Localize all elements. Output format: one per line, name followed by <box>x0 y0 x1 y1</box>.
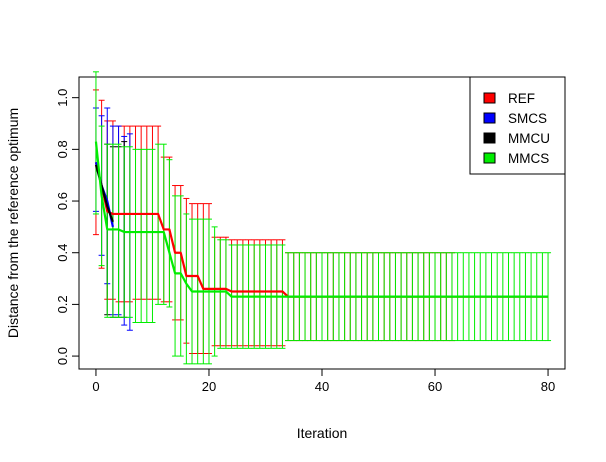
y-tick-label: 0.0 <box>55 347 70 365</box>
legend-items: REF SMCS MMCU MMCS <box>483 91 550 166</box>
legend-swatch <box>483 152 496 164</box>
x-axis: 0 20 40 60 80 <box>92 368 555 394</box>
y-tick-label: 0.8 <box>55 140 70 158</box>
x-axis-title: Iteration <box>297 425 348 441</box>
legend-item-smcs: SMCS <box>483 111 547 126</box>
legend-swatch <box>483 112 496 124</box>
error-bar <box>183 213 190 365</box>
series-line <box>94 141 549 298</box>
legend-item-mmcu: MMCU <box>483 131 550 146</box>
series-layer <box>92 71 552 365</box>
error-bar <box>172 195 179 357</box>
error-bar <box>109 143 116 318</box>
x-tick-label: 40 <box>315 379 329 394</box>
x-tick-label: 80 <box>541 379 555 394</box>
x-tick-label: 20 <box>202 379 216 394</box>
legend-label: MMCU <box>508 131 550 146</box>
error-bar <box>132 148 139 323</box>
y-tick-label: 0.2 <box>55 295 70 313</box>
error-bar <box>138 148 145 323</box>
y-axis-title: Distance from the reference optimum <box>5 108 21 338</box>
x-tick-label: 60 <box>428 379 442 394</box>
legend-label: SMCS <box>508 111 547 126</box>
legend-item-mmcs: MMCS <box>483 151 549 166</box>
error-bar <box>143 148 150 323</box>
legend-label: REF <box>508 91 535 106</box>
y-tick-label: 0.4 <box>55 244 70 262</box>
y-tick-label: 0.6 <box>55 192 70 210</box>
error-bar <box>160 143 167 305</box>
error-bar <box>104 143 111 318</box>
y-tick-label: 1.0 <box>55 89 70 107</box>
legend: REF SMCS MMCU MMCS <box>469 76 566 175</box>
legend-label: MMCS <box>508 151 549 166</box>
error-bar <box>149 148 156 323</box>
error-bar <box>115 143 122 318</box>
x-tick-label: 0 <box>92 379 99 394</box>
y-axis: 0.0 0.2 0.4 0.6 0.8 1.0 <box>55 89 80 365</box>
legend-swatch <box>483 92 496 104</box>
legend-swatch <box>483 132 496 144</box>
legend-item-ref: REF <box>483 91 535 106</box>
error-bar <box>155 143 162 305</box>
error-bar <box>222 239 229 349</box>
error-bar <box>217 239 224 349</box>
series-line-mmcs <box>94 141 549 298</box>
error-bar <box>177 195 184 357</box>
